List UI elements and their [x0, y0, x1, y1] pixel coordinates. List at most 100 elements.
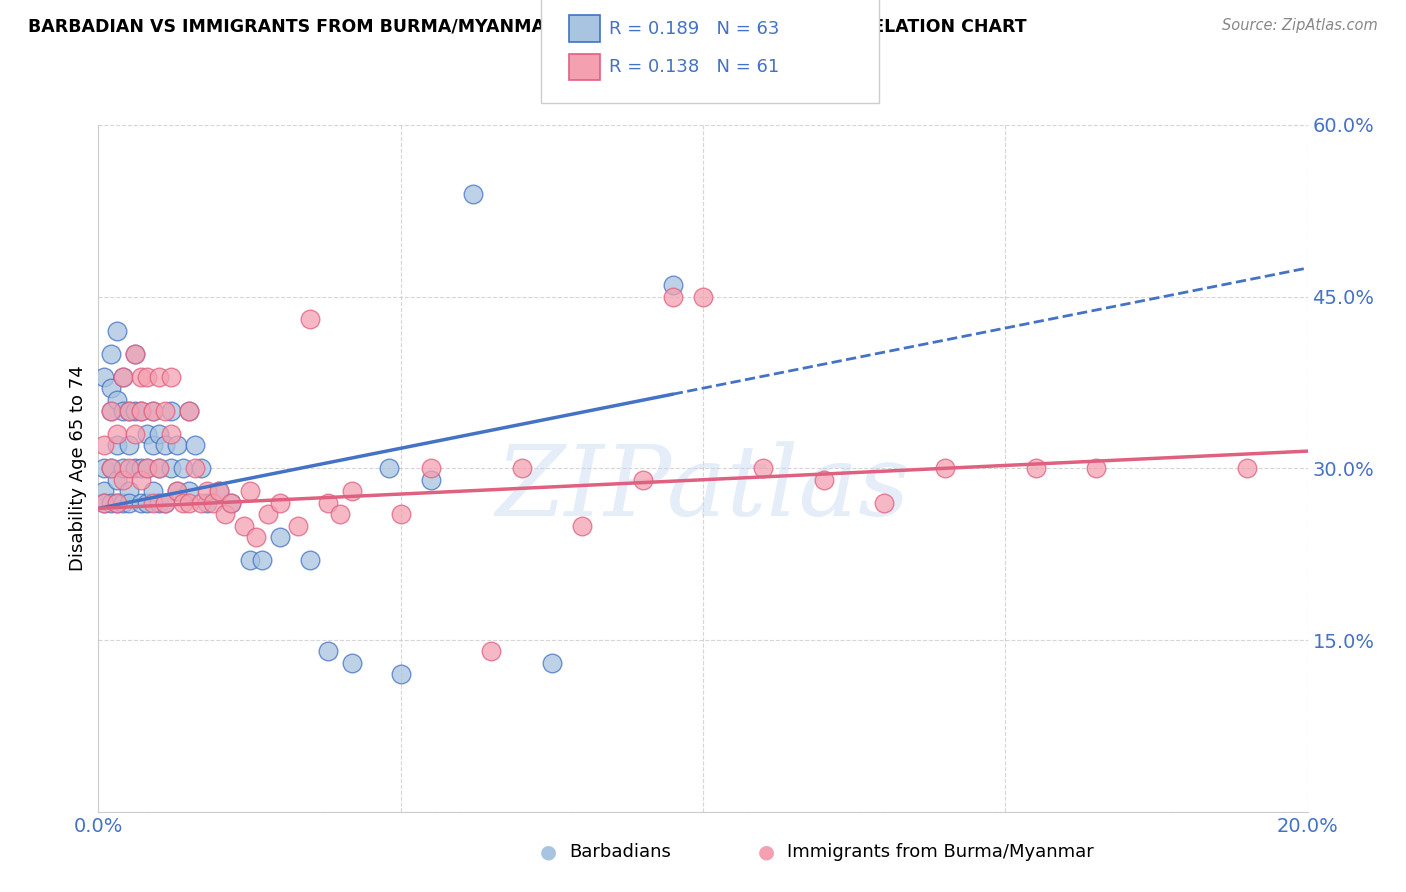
Point	[148, 495, 170, 509]
Point	[419, 473, 441, 487]
Point	[239, 484, 262, 499]
Point	[124, 426, 146, 441]
Point	[105, 495, 128, 509]
Point	[299, 553, 322, 567]
Text: ●: ●	[758, 842, 775, 862]
Point	[377, 461, 399, 475]
Point	[124, 347, 146, 361]
Point	[93, 484, 115, 499]
Point	[153, 404, 176, 418]
Point	[245, 530, 267, 544]
Point	[153, 438, 176, 452]
Point	[105, 473, 128, 487]
Point	[172, 461, 194, 475]
Point	[631, 473, 654, 487]
Point	[329, 507, 352, 521]
Point	[111, 461, 134, 475]
Point	[190, 495, 212, 509]
Point	[100, 347, 122, 361]
Point	[118, 438, 141, 452]
Point	[571, 518, 593, 533]
Point	[316, 495, 339, 509]
Point	[184, 461, 207, 475]
Point	[510, 461, 533, 475]
Point	[118, 404, 141, 418]
Point	[129, 473, 152, 487]
Text: Source: ZipAtlas.com: Source: ZipAtlas.com	[1222, 18, 1378, 33]
Point	[100, 461, 122, 475]
Point	[100, 381, 122, 395]
Point	[93, 495, 115, 509]
Point	[316, 644, 339, 658]
Point	[232, 518, 254, 533]
Point	[269, 530, 291, 544]
Point	[129, 404, 152, 418]
Point	[111, 495, 134, 509]
Point	[813, 473, 835, 487]
Point	[142, 484, 165, 499]
Point	[148, 461, 170, 475]
Point	[256, 507, 278, 521]
Point	[135, 426, 157, 441]
Point	[148, 461, 170, 475]
Point	[124, 404, 146, 418]
Point	[389, 667, 412, 681]
Point	[111, 404, 134, 418]
Point	[100, 404, 122, 418]
Point	[129, 461, 152, 475]
Point	[481, 644, 503, 658]
Point	[342, 656, 364, 670]
Point	[93, 461, 115, 475]
Point	[166, 438, 188, 452]
Point	[118, 461, 141, 475]
Point	[752, 461, 775, 475]
Point	[177, 484, 201, 499]
Point	[873, 495, 896, 509]
Point	[177, 404, 201, 418]
Point	[195, 495, 218, 509]
Point	[269, 495, 291, 509]
Point	[160, 404, 183, 418]
Point	[129, 369, 152, 384]
Point	[661, 278, 683, 293]
Point	[177, 495, 201, 509]
Point	[111, 369, 134, 384]
Point	[100, 495, 122, 509]
Point	[250, 553, 273, 567]
Point	[142, 404, 165, 418]
Point	[166, 484, 188, 499]
Point	[389, 507, 412, 521]
Point	[105, 438, 128, 452]
Point	[129, 404, 152, 418]
Point	[172, 495, 194, 509]
Y-axis label: Disability Age 65 to 74: Disability Age 65 to 74	[69, 366, 87, 571]
Point	[239, 553, 262, 567]
Point	[118, 404, 141, 418]
Point	[195, 484, 218, 499]
Point	[221, 495, 243, 509]
Point	[105, 392, 128, 407]
Point	[160, 369, 183, 384]
Point	[540, 656, 562, 670]
Point	[934, 461, 956, 475]
Text: ZIPatlas: ZIPatlas	[496, 442, 910, 537]
Point	[166, 484, 188, 499]
Point	[93, 495, 115, 509]
Point	[118, 495, 141, 509]
Point	[692, 289, 714, 303]
Point	[135, 495, 157, 509]
Point	[105, 495, 128, 509]
Text: ●: ●	[540, 842, 557, 862]
Point	[105, 426, 128, 441]
Point	[148, 369, 170, 384]
Point	[93, 369, 115, 384]
Point	[135, 369, 157, 384]
Point	[160, 426, 183, 441]
Point	[124, 347, 146, 361]
Point	[214, 507, 236, 521]
Point	[148, 426, 170, 441]
Point	[202, 495, 225, 509]
Point	[342, 484, 364, 499]
Text: BARBADIAN VS IMMIGRANTS FROM BURMA/MYANMAR DISABILITY AGE 65 TO 74 CORRELATION C: BARBADIAN VS IMMIGRANTS FROM BURMA/MYANM…	[28, 18, 1026, 36]
Text: R = 0.189   N = 63: R = 0.189 N = 63	[609, 20, 779, 37]
